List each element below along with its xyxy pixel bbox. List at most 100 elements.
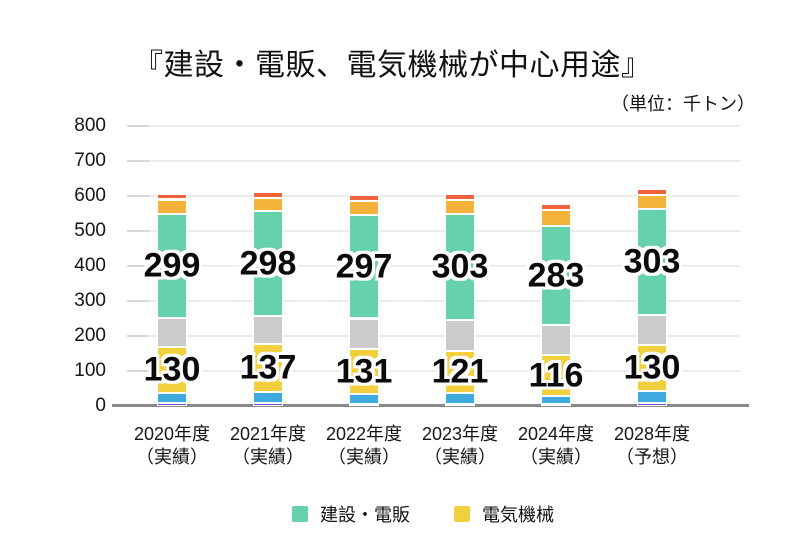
- bar-segment-gray: [445, 320, 475, 352]
- value-label-kensetsu-denpan: 303: [623, 242, 681, 281]
- gridline: [127, 125, 740, 127]
- y-tick: [127, 160, 149, 162]
- chart-title: 『建設・電販、電気機械が中心用途』: [133, 49, 652, 82]
- value-label-kensetsu-denpan: 299: [143, 246, 201, 285]
- legend-item: 建設・電販: [292, 501, 410, 527]
- legend-swatch-icon: [292, 506, 308, 522]
- bar-segment-bottom-purple: [157, 403, 187, 406]
- bar-segment-kensetsu-denpan: [349, 214, 379, 319]
- x-axis-label-year: 2023年度: [421, 424, 499, 444]
- value-label-denki-kikai: 121: [431, 352, 489, 391]
- x-axis-label: 2020年度 （実績）: [110, 423, 234, 469]
- bar-segment-blue: [541, 395, 571, 404]
- y-axis-label: 400: [74, 255, 106, 276]
- gridline: [127, 335, 740, 337]
- x-axis-label-note: （実績）: [424, 447, 496, 467]
- y-tick: [127, 335, 149, 337]
- x-axis-line: [112, 404, 749, 407]
- x-axis-label-note: （実績）: [520, 447, 592, 467]
- y-axis-label: 700: [74, 150, 106, 171]
- y-axis-label: 300: [74, 290, 106, 311]
- bar-segment-top-red: [637, 189, 667, 196]
- y-axis-label: 600: [74, 185, 106, 206]
- bar-segment-top-red: [157, 193, 187, 200]
- bar-segment-blue: [349, 394, 379, 404]
- x-axis-label-year: 2022年度: [325, 424, 403, 444]
- y-tick: [127, 125, 149, 127]
- y-tick: [127, 230, 149, 232]
- legend-swatch-icon: [454, 506, 470, 522]
- bar-segment-bottom-purple: [541, 403, 571, 406]
- value-label-kensetsu-denpan: 298: [239, 244, 297, 283]
- value-label-kensetsu-denpan: 297: [335, 247, 393, 286]
- value-label-kensetsu-denpan: 303: [431, 247, 489, 286]
- unit-note: （単位：千トン）: [611, 94, 755, 114]
- x-axis-label-note: （実績）: [136, 447, 208, 467]
- value-label-denki-kikai: 130: [623, 348, 681, 387]
- x-axis-label-note: （予想）: [616, 447, 688, 467]
- bar-segment-gray: [541, 325, 571, 356]
- x-axis-label-note: （実績）: [232, 447, 304, 467]
- bar-segment-top-red: [541, 204, 571, 210]
- bar-segment-amber: [541, 210, 571, 227]
- bar-segment-kensetsu-denpan: [157, 213, 187, 319]
- bar-segment-blue: [253, 392, 283, 404]
- legend-label: 電気機械: [482, 505, 554, 525]
- bar-segment-top-red: [253, 192, 283, 199]
- bar-segment-denki-kikai: [349, 348, 379, 395]
- bar-segment-blue: [637, 390, 667, 404]
- value-label-denki-kikai: 131: [335, 352, 393, 391]
- gridline: [127, 230, 740, 232]
- bar-segment-amber: [157, 199, 187, 214]
- x-axis-label: 2024年度 （実績）: [494, 423, 618, 469]
- y-tick: [127, 370, 149, 372]
- bar-segment-top-red: [349, 195, 379, 202]
- bar-segment-kensetsu-denpan: [445, 214, 475, 321]
- y-tick: [127, 265, 149, 267]
- y-axis-label: 500: [74, 220, 106, 241]
- legend-item: 電気機械: [454, 501, 554, 527]
- bar-segment-kensetsu-denpan: [637, 208, 667, 315]
- bar-segment-gray: [637, 314, 667, 346]
- bar-segment-gray: [157, 318, 187, 348]
- gridline: [127, 195, 740, 197]
- bar-segment-gray: [253, 315, 283, 345]
- bar-segment-amber: [253, 198, 283, 212]
- bar-segment-denki-kikai: [157, 347, 187, 393]
- value-label-denki-kikai: 130: [143, 350, 201, 389]
- bar-segment-kensetsu-denpan: [541, 226, 571, 326]
- bar-segment-bottom-purple: [253, 403, 283, 406]
- x-axis-label-year: 2028年度: [613, 424, 691, 444]
- y-axis-label: 100: [74, 360, 106, 381]
- legend-label: 建設・電販: [320, 505, 410, 525]
- x-axis-label: 2021年度 （実績）: [206, 423, 330, 469]
- bar-segment-bottom-purple: [637, 403, 667, 406]
- gridline: [127, 160, 740, 162]
- bar-segment-blue: [445, 393, 475, 404]
- x-axis-label-year: 2021年度: [229, 424, 307, 444]
- bar-segment-denki-kikai: [541, 355, 571, 396]
- legend: 建設・電販 電気機械: [292, 501, 554, 527]
- x-axis-label-year: 2020年度: [133, 424, 211, 444]
- bar-segment-blue: [157, 392, 187, 404]
- y-tick: [127, 300, 149, 302]
- value-label-denki-kikai: 137: [239, 348, 297, 387]
- bar-segment-kensetsu-denpan: [253, 211, 283, 316]
- bar-segment-gray: [349, 318, 379, 349]
- y-axis-label: 0: [95, 395, 106, 416]
- x-axis-label: 2023年度 （実績）: [398, 423, 522, 469]
- bar-segment-denki-kikai: [445, 351, 475, 394]
- bar-segment-amber: [445, 200, 475, 215]
- y-axis-label: 200: [74, 325, 106, 346]
- y-axis-label: 800: [74, 115, 106, 136]
- x-axis-label-year: 2024年度: [517, 424, 595, 444]
- bar-segment-amber: [637, 195, 667, 209]
- bar-segment-denki-kikai: [253, 344, 283, 392]
- bar-segment-amber: [349, 201, 379, 215]
- gridline: [127, 300, 740, 302]
- gridline: [127, 265, 740, 267]
- bar-segment-top-red: [445, 194, 475, 201]
- value-label-denki-kikai: 116: [528, 356, 584, 395]
- y-tick: [127, 195, 149, 197]
